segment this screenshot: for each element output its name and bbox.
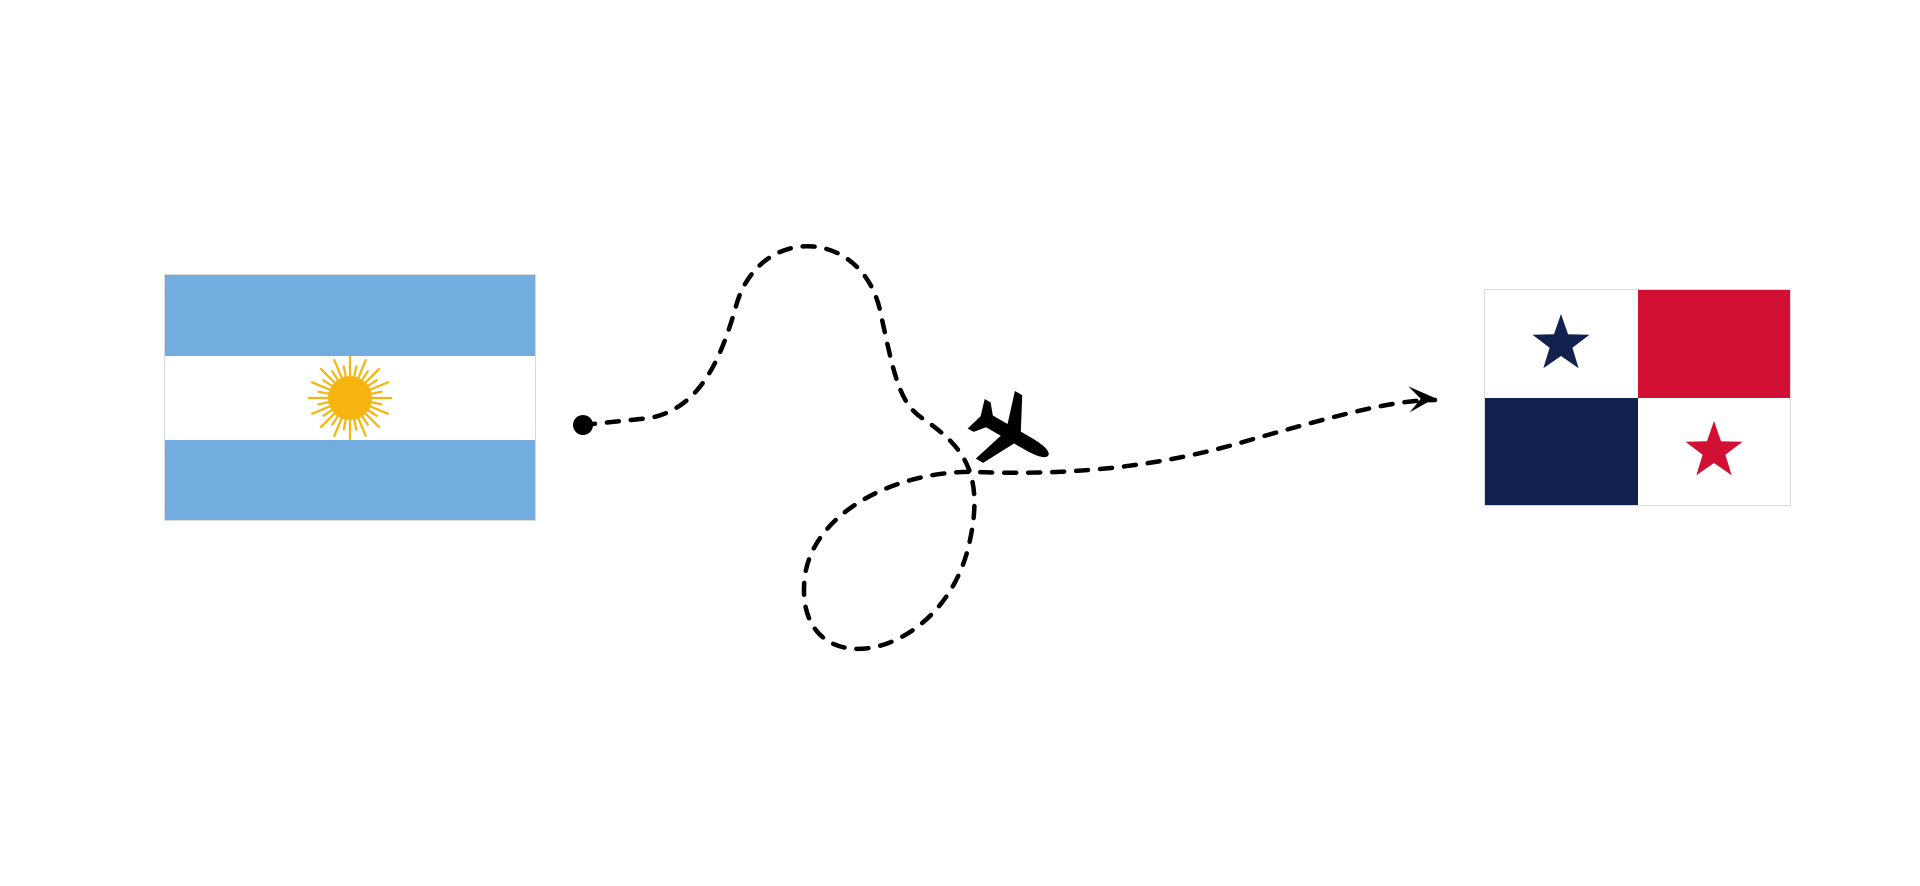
panama-star-red-icon <box>1681 418 1747 484</box>
panama-quadrant-top-right <box>1638 290 1791 398</box>
panama-quadrant-bottom-left <box>1485 398 1638 506</box>
argentina-sun-icon <box>308 356 392 440</box>
panama-star-blue-icon <box>1528 311 1594 377</box>
route-dashed-path <box>583 246 1435 649</box>
travel-diagram <box>0 0 1920 886</box>
destination-flag-panama <box>1485 290 1790 505</box>
route-start-dot-icon <box>573 415 593 435</box>
argentina-stripe-middle <box>165 356 535 440</box>
argentina-stripe-top <box>165 275 535 356</box>
argentina-stripe-bottom <box>165 440 535 521</box>
panama-quadrant-top-left <box>1485 290 1638 398</box>
airplane-icon <box>957 380 1068 489</box>
route-arrowhead-icon <box>1408 385 1435 412</box>
panama-quadrant-bottom-right <box>1638 398 1791 506</box>
origin-flag-argentina <box>165 275 535 520</box>
